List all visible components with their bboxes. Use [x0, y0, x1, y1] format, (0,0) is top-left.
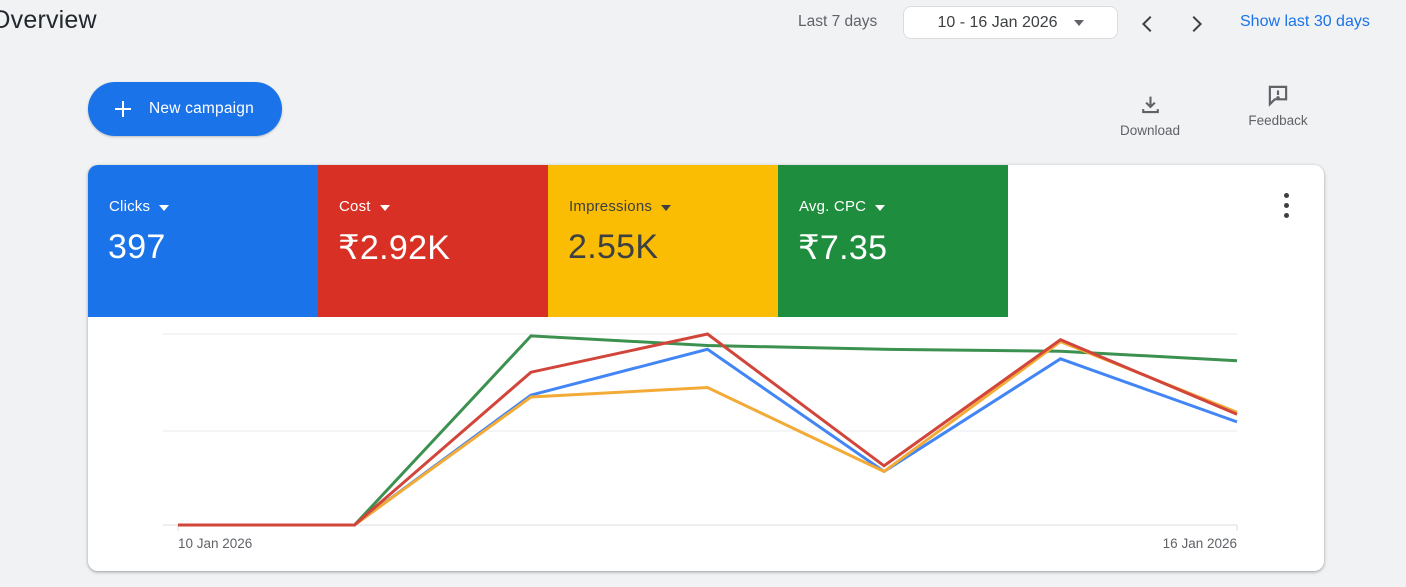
scorecard-avg-cpc-label: Avg. CPC	[799, 198, 867, 215]
more-options-button[interactable]	[1277, 184, 1295, 226]
kebab-dot	[1283, 212, 1289, 218]
scorecard-avg-cpc[interactable]: Avg. CPC ₹7.35	[778, 165, 1008, 317]
feedback-icon	[1268, 85, 1288, 107]
scorecard-clicks[interactable]: Clicks 397	[88, 165, 318, 317]
new-campaign-label: New campaign	[149, 100, 254, 117]
caret-down-icon	[1073, 19, 1084, 26]
scorecard-cost-value: ₹2.92K	[338, 229, 451, 267]
feedback-label: Feedback	[1248, 113, 1308, 128]
show-last-30-days-link[interactable]: Show last 30 days	[1240, 13, 1370, 30]
new-campaign-button[interactable]: New campaign	[88, 82, 282, 136]
chart-line-impressions	[178, 339, 1238, 527]
chart-line-cost	[178, 332, 1238, 527]
caret-down-icon	[661, 204, 672, 211]
scorecard-impressions-value: 2.55K	[568, 228, 659, 266]
plus-icon	[115, 101, 131, 117]
caret-down-icon	[379, 204, 390, 211]
scorecard-avg-cpc-value: ₹7.35	[798, 229, 888, 267]
scorecard-cost[interactable]: Cost ₹2.92K	[318, 165, 548, 317]
scorecard-impressions[interactable]: Impressions 2.55K	[548, 165, 778, 317]
caret-down-icon	[159, 204, 170, 211]
scorecards-row: Clicks 397 Cost ₹2.92K Impressions 2.55K…	[88, 165, 1008, 317]
previous-period-button[interactable]	[1133, 9, 1163, 39]
kebab-dot	[1283, 202, 1289, 208]
chart-line-clicks	[178, 347, 1238, 527]
chevron-right-icon	[1192, 15, 1203, 33]
page-title: Overview	[0, 6, 97, 34]
scorecard-clicks-value: 397	[108, 228, 166, 266]
date-range-picker[interactable]: 10 - 16 Jan 2026	[903, 6, 1118, 39]
download-button[interactable]: Download	[1108, 92, 1192, 139]
x-axis-label-start: 10 Jan 2026	[178, 536, 253, 551]
scorecard-impressions-label: Impressions	[569, 198, 653, 215]
caret-down-icon	[875, 204, 886, 211]
next-period-button[interactable]	[1181, 9, 1211, 39]
overview-chart[interactable]	[160, 318, 1242, 532]
kebab-dot	[1283, 192, 1289, 198]
chevron-left-icon	[1141, 15, 1152, 33]
feedback-button[interactable]: Feedback	[1237, 81, 1319, 129]
date-range-value: 10 - 16 Jan 2026	[937, 13, 1058, 31]
period-label: Last 7 days	[798, 13, 878, 30]
download-label: Download	[1119, 123, 1181, 138]
scorecard-clicks-label: Clicks	[109, 198, 151, 215]
overview-panel: Clicks 397 Cost ₹2.92K Impressions 2.55K…	[88, 165, 1324, 571]
download-icon	[1141, 96, 1159, 114]
x-axis-label-end: 16 Jan 2026	[1162, 536, 1237, 551]
scorecard-cost-label: Cost	[339, 198, 371, 215]
